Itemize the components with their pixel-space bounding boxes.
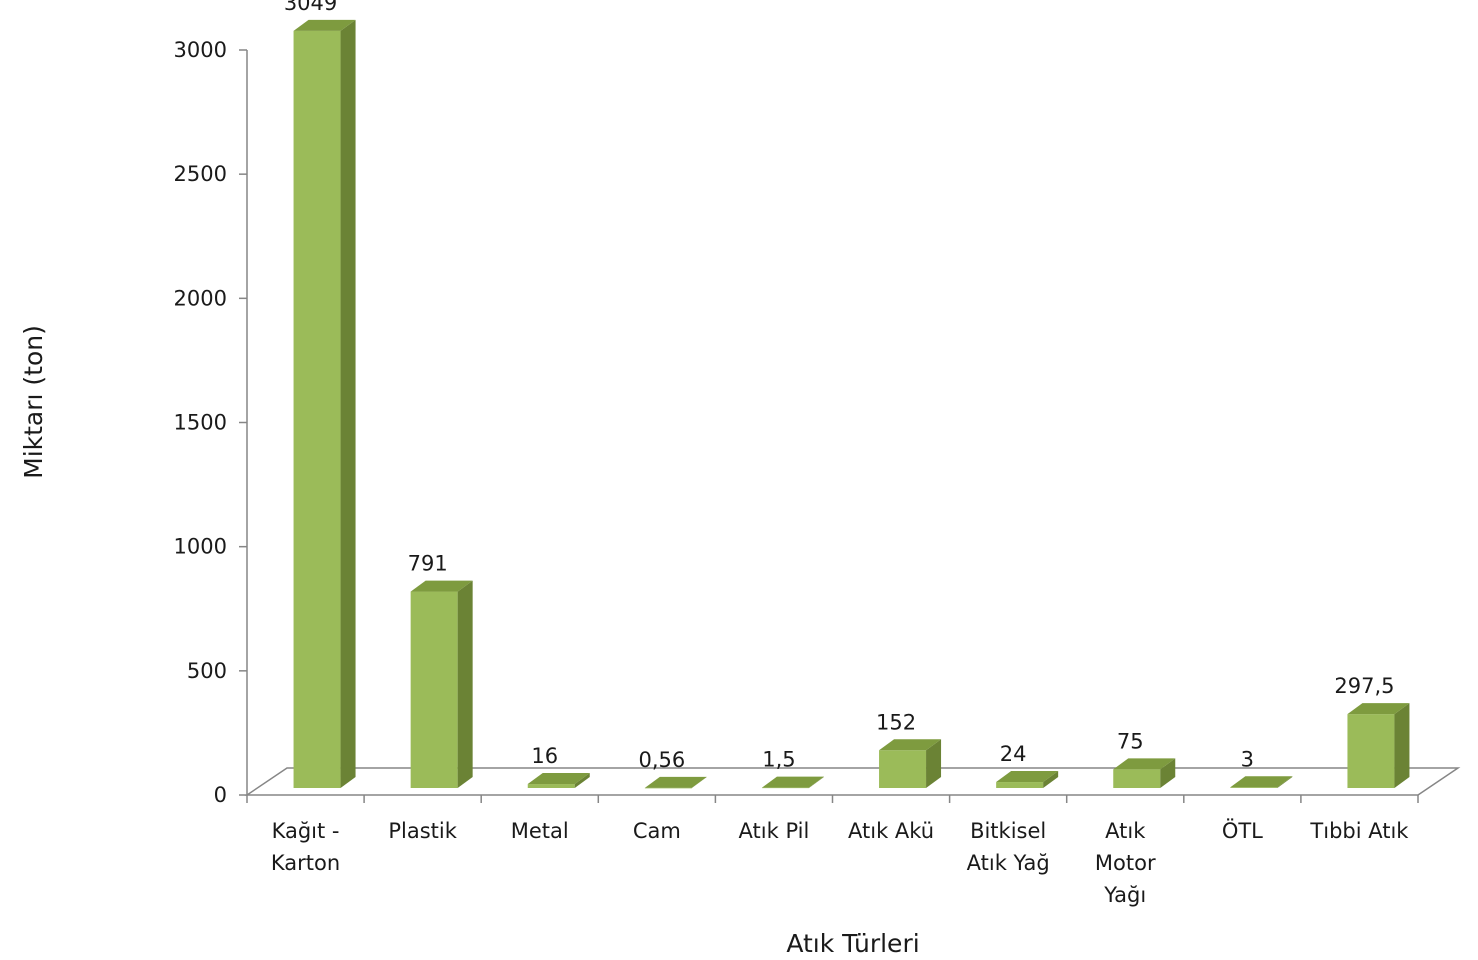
- bar-side: [340, 19, 356, 789]
- y-tick-label: 1000: [174, 535, 227, 559]
- x-tick-label: Atık Pil: [739, 819, 810, 843]
- y-tick-label: 0: [214, 783, 227, 807]
- bar-side: [926, 739, 942, 788]
- x-tick-label: Plastik: [388, 819, 457, 843]
- data-label: 297,5: [1334, 674, 1394, 698]
- bar-side: [1394, 703, 1410, 788]
- bar: [1230, 776, 1293, 788]
- bar-front: [996, 782, 1044, 788]
- bar-top: [1113, 758, 1176, 770]
- chart-floor: [244, 767, 1461, 796]
- data-label: 0,56: [638, 748, 685, 772]
- data-label: 152: [876, 710, 916, 734]
- x-tick-label: Bitkisel Atık Yağ: [967, 819, 1050, 875]
- x-tick-label: Atık Akü: [848, 819, 934, 843]
- bar-top: [644, 776, 707, 788]
- y-tick-label: 2000: [174, 286, 227, 310]
- x-tick-label: Metal: [511, 819, 569, 843]
- bar-side: [1277, 776, 1293, 788]
- bar-front: [1230, 787, 1278, 788]
- bar: [293, 19, 356, 789]
- bar-front: [644, 787, 692, 789]
- bar: [644, 776, 707, 789]
- data-label: 1,5: [762, 748, 795, 772]
- bar-side: [691, 776, 707, 788]
- x-axis-title: Atık Türleri: [786, 929, 919, 958]
- x-tick-label: Atık Motor Yağı: [1095, 819, 1156, 907]
- bar-side: [808, 776, 824, 788]
- bar-front: [410, 591, 458, 788]
- bar-top: [879, 739, 942, 751]
- x-tick-label: Kağıt -Karton: [271, 819, 340, 875]
- bar-top: [996, 771, 1059, 783]
- bar: [996, 771, 1059, 788]
- bar-front: [293, 30, 341, 789]
- bar: [879, 739, 942, 788]
- bar-top: [1347, 703, 1410, 715]
- bar-side: [1043, 771, 1059, 788]
- bar-top: [527, 773, 590, 785]
- bar-front: [1113, 769, 1161, 788]
- floor-plane: [244, 767, 1461, 796]
- bar-top: [410, 580, 473, 592]
- data-label: 791: [408, 552, 448, 576]
- x-axis: Kağıt -Karton Plastik Metal Cam Atık Pil Atık…: [246, 795, 1419, 907]
- bar-side: [574, 773, 590, 788]
- bar-top: [293, 19, 356, 31]
- data-label: 16: [531, 744, 558, 768]
- bar: [410, 580, 473, 788]
- bar: [527, 773, 590, 788]
- data-labels: 3049 791 16 0,56 1,5 152 24 75 3 297,5: [284, 0, 1395, 772]
- data-label: 24: [1000, 742, 1027, 766]
- bar: [761, 776, 824, 789]
- bar-top: [761, 776, 824, 788]
- bar-top: [1230, 776, 1293, 788]
- x-tick-label: Cam: [633, 819, 681, 843]
- bar-front: [879, 750, 927, 788]
- x-tick-label: ÖTL: [1222, 818, 1263, 843]
- y-axis-title: Miktarı (ton): [19, 325, 48, 479]
- bar-side: [457, 580, 473, 788]
- bar-side: [1160, 758, 1176, 788]
- data-label: 3: [1241, 747, 1254, 771]
- bar-front: [527, 784, 575, 788]
- bar: [1347, 703, 1410, 788]
- bar-front: [761, 787, 809, 789]
- data-label: 3049: [284, 0, 337, 15]
- bars: [293, 19, 1410, 789]
- y-tick-label: 1500: [174, 411, 227, 435]
- bar-front: [1347, 714, 1395, 788]
- y-tick-label: 3000: [174, 38, 227, 62]
- y-axis: 0 500 1000 1500 2000 2500 3000: [174, 38, 248, 807]
- y-tick-label: 500: [187, 659, 227, 683]
- data-label: 75: [1117, 729, 1144, 753]
- y-tick-label: 2500: [174, 162, 227, 186]
- x-tick-label: Tıbbi Atık: [1309, 819, 1409, 843]
- bar: [1113, 758, 1176, 788]
